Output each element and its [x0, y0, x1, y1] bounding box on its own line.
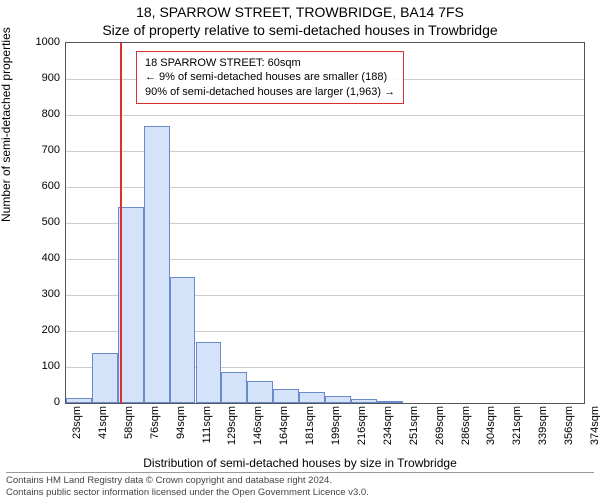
y-tick-label: 600 — [28, 180, 60, 192]
plot-area: 18 SPARROW STREET: 60sqm← 9% of semi-det… — [65, 42, 585, 404]
histogram-bar — [351, 399, 377, 403]
y-tick-label: 900 — [28, 72, 60, 84]
histogram-bar — [92, 353, 118, 403]
chart-title-sub: Size of property relative to semi-detach… — [0, 22, 600, 38]
y-tick-label: 500 — [28, 216, 60, 228]
x-tick-label: 304sqm — [485, 406, 497, 450]
y-tick-label: 200 — [28, 324, 60, 336]
x-tick-label: 234sqm — [382, 406, 394, 450]
y-tick-label: 300 — [28, 288, 60, 300]
y-tick-label: 0 — [28, 396, 60, 408]
x-tick-label: 94sqm — [175, 406, 187, 450]
footer: Contains HM Land Registry data © Crown c… — [6, 472, 594, 498]
property-marker-line — [120, 43, 122, 403]
x-tick-label: 339sqm — [537, 406, 549, 450]
x-tick-label: 76sqm — [149, 406, 161, 450]
y-tick-label: 400 — [28, 252, 60, 264]
x-tick-label: 111sqm — [201, 406, 213, 450]
gridline — [66, 115, 584, 116]
histogram-bar — [196, 342, 222, 403]
histogram-bar — [144, 126, 170, 403]
histogram-bar — [377, 401, 403, 403]
x-tick-label: 164sqm — [278, 406, 290, 450]
x-tick-label: 321sqm — [511, 406, 523, 450]
histogram-bar — [247, 381, 273, 403]
x-tick-label: 41sqm — [97, 406, 109, 450]
x-tick-label: 129sqm — [226, 406, 238, 450]
histogram-bar — [170, 277, 196, 403]
x-tick-label: 199sqm — [330, 406, 342, 450]
y-tick-label: 800 — [28, 108, 60, 120]
x-tick-label: 251sqm — [408, 406, 420, 450]
footer-line-2: Contains public sector information licen… — [6, 487, 594, 498]
annotation-box: 18 SPARROW STREET: 60sqm← 9% of semi-det… — [136, 51, 404, 104]
x-tick-label: 356sqm — [563, 406, 575, 450]
x-tick-label: 146sqm — [252, 406, 264, 450]
x-tick-label: 269sqm — [434, 406, 446, 450]
annotation-line-2: ← 9% of semi-detached houses are smaller… — [145, 70, 395, 84]
x-tick-label: 23sqm — [71, 406, 83, 450]
x-tick-label: 58sqm — [123, 406, 135, 450]
histogram-bar — [66, 398, 92, 403]
x-tick-label: 216sqm — [356, 406, 368, 450]
annotation-line-3: 90% of semi-detached houses are larger (… — [145, 85, 395, 99]
chart-container: 18, SPARROW STREET, TROWBRIDGE, BA14 7FS… — [0, 0, 600, 500]
x-tick-label: 374sqm — [589, 406, 600, 450]
histogram-bar — [299, 392, 325, 403]
annotation-line-1: 18 SPARROW STREET: 60sqm — [145, 56, 395, 70]
histogram-bar — [273, 389, 299, 403]
y-tick-label: 100 — [28, 360, 60, 372]
x-tick-label: 181sqm — [304, 406, 316, 450]
y-tick-label: 700 — [28, 144, 60, 156]
footer-line-1: Contains HM Land Registry data © Crown c… — [6, 475, 594, 486]
x-axis-label: Distribution of semi-detached houses by … — [0, 456, 600, 470]
y-tick-label: 1000 — [28, 36, 60, 48]
y-axis-label: Number of semi-detached properties — [0, 27, 13, 222]
histogram-bar — [325, 396, 351, 403]
x-tick-label: 286sqm — [460, 406, 472, 450]
histogram-bar — [221, 372, 247, 403]
chart-title-main: 18, SPARROW STREET, TROWBRIDGE, BA14 7FS — [0, 4, 600, 20]
